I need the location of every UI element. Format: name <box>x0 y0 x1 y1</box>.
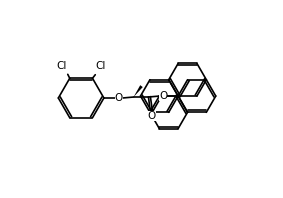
Text: Cl: Cl <box>95 61 106 71</box>
Text: O: O <box>115 93 123 103</box>
Text: O: O <box>148 111 156 121</box>
Text: Cl: Cl <box>57 61 67 71</box>
Text: O: O <box>159 91 168 101</box>
Polygon shape <box>134 85 143 97</box>
